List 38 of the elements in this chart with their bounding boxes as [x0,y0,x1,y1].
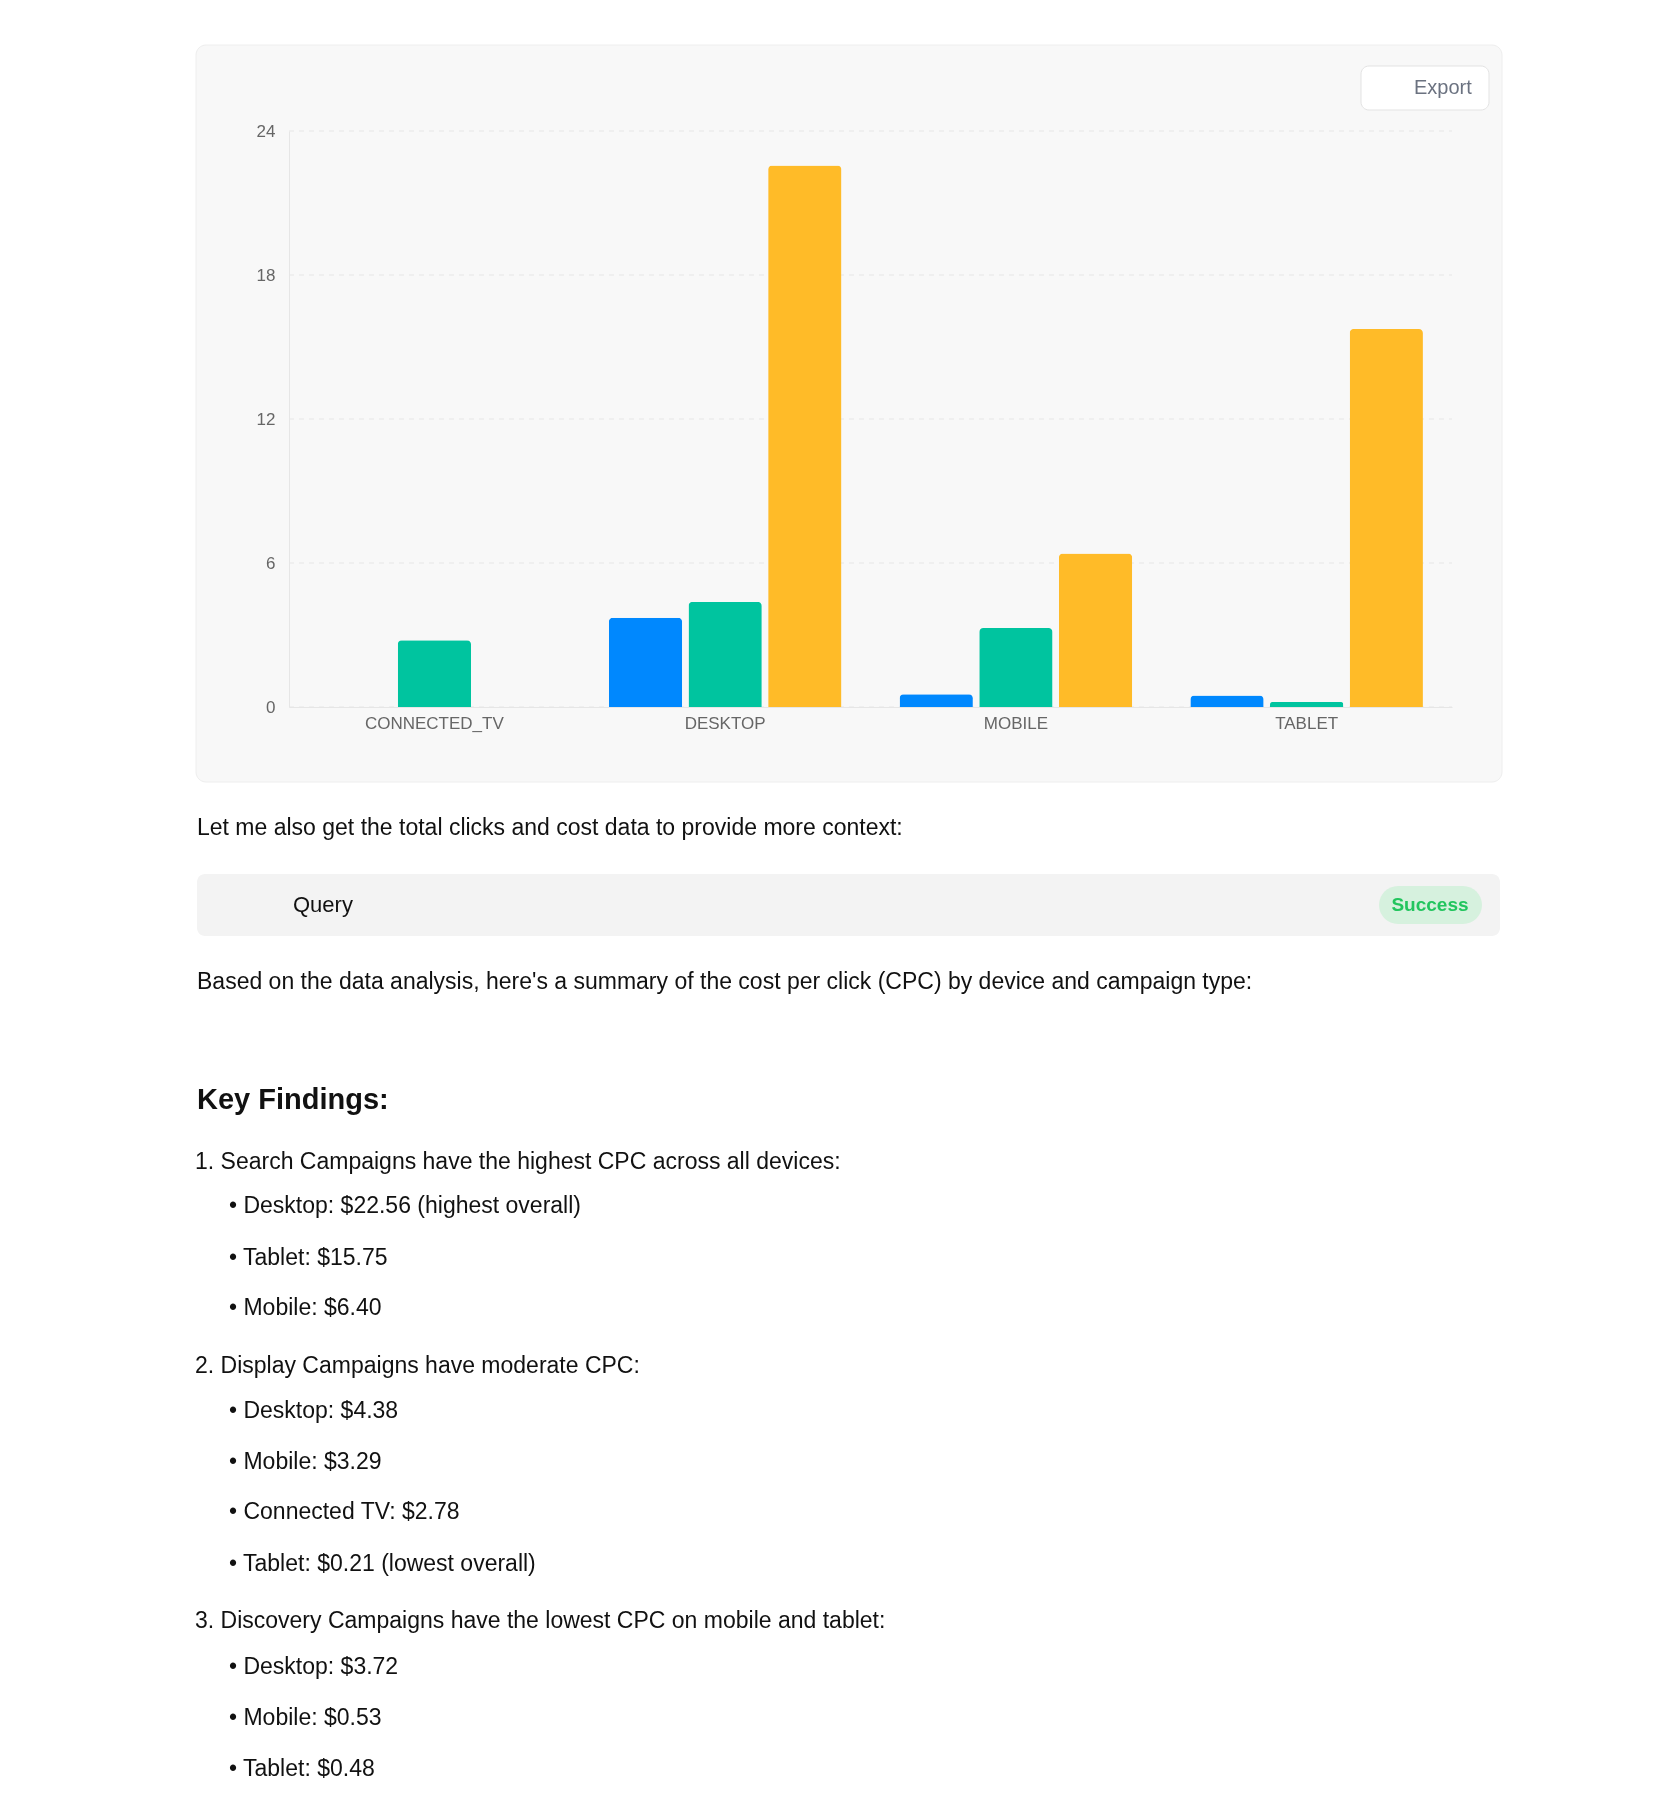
text: • Mobile: $3.29 [229,1448,382,1474]
text: • Tablet: $15.75 [229,1244,388,1270]
text: Export [1414,76,1473,98]
bar [1058,553,1133,707]
x-tick-label: CONNECTED_TV [364,713,505,733]
bar [688,601,762,707]
text: • Connected TV: $2.78 [229,1498,460,1524]
y-tick-label: 6 [266,553,276,573]
x-tick-label: TABLET [1275,713,1339,733]
x-tick-label: DESKTOP [684,713,766,733]
text: Key Findings: [197,1083,389,1115]
y-tick-label: 24 [256,121,276,141]
text: • Desktop: $3.72 [229,1653,399,1679]
y-tick-label: 18 [256,265,276,285]
bar [397,640,472,707]
text: • Tablet: $0.48 [229,1755,375,1781]
text: • Desktop: $4.38 [229,1397,399,1423]
text: Query [293,892,353,917]
text: • Desktop: $22.56 (highest overall) [229,1192,581,1218]
text: 1. Search Campaigns have the highest CPC across all devices: [195,1148,841,1174]
text: Based on the data analysis, here's a summary of the cost per click (CPC) by device and campaign type: [197,968,1253,994]
bar [1349,329,1423,707]
bar [1269,701,1344,707]
text: Success [1391,894,1469,915]
text: 3. Discovery Campaigns have the lowest CPC on mobile and tablet: [195,1607,886,1633]
text: 2. Display Campaigns have moderate CPC: [195,1352,640,1378]
text: • Tablet: $0.21 (lowest overall) [229,1550,536,1576]
bar [768,165,842,707]
bar [979,628,1053,707]
bar [608,617,683,707]
text: • Mobile: $6.40 [229,1294,382,1320]
text: • Mobile: $0.53 [229,1704,382,1730]
bar [899,694,973,707]
y-tick-label: 0 [266,697,276,717]
text: Let me also get the total clicks and cost data to provide more context: [197,814,903,840]
y-tick-label: 12 [256,409,276,429]
bar [1190,695,1264,707]
x-tick-label: MOBILE [983,713,1048,733]
